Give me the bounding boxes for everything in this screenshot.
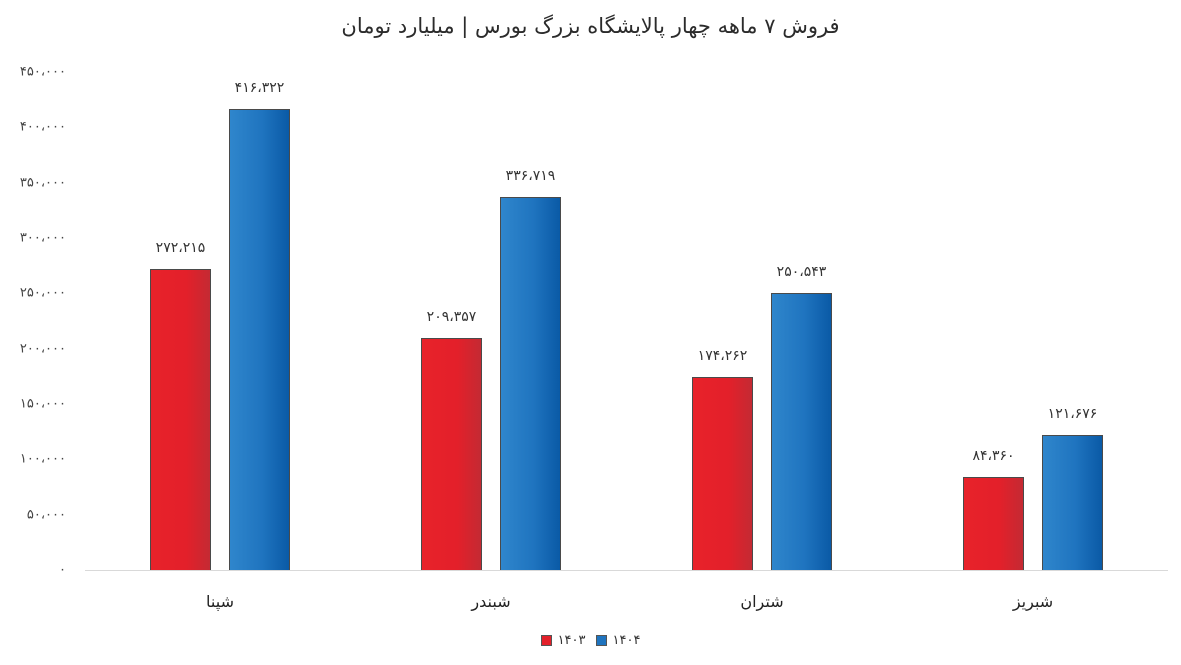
y-tick-label: ۰ [59, 562, 66, 578]
x-category-label: شبندر [471, 592, 511, 611]
y-tick-label: ۱۵۰،۰۰۰ [19, 396, 66, 412]
legend-item-1403[interactable]: ۱۴۰۳ [540, 633, 586, 648]
bar-0-1[interactable] [421, 338, 482, 570]
data-label: ۳۳۶،۷۱۹ [505, 168, 556, 185]
y-tick-label: ۳۰۰،۰۰۰ [19, 230, 66, 246]
data-label: ۱۲۱،۶۷۶ [1047, 406, 1098, 423]
data-label: ۴۱۶،۳۲۲ [234, 80, 285, 97]
bar-1-3[interactable] [1042, 435, 1103, 570]
data-label: ۲۵۰،۵۴۳ [776, 263, 827, 280]
legend-swatch-red [540, 635, 552, 646]
bar-0-3[interactable] [963, 476, 1024, 570]
x-category-label: شپنا [206, 592, 234, 611]
x-category-label: شبریز [1012, 592, 1054, 611]
bar-0-0[interactable] [150, 268, 211, 570]
legend-label: ۱۴۰۳ [557, 633, 586, 648]
data-label: ۱۷۴،۲۶۲ [697, 348, 748, 365]
y-tick-label: ۲۰۰،۰۰۰ [19, 341, 66, 357]
y-tick-label: ۵۰،۰۰۰ [26, 507, 66, 523]
legend-item-1404[interactable]: ۱۴۰۴ [595, 633, 641, 648]
x-axis-baseline [85, 570, 1168, 571]
data-label: ۸۴،۳۶۰ [972, 447, 1015, 464]
legend-swatch-blue [595, 635, 607, 646]
y-tick-label: ۴۰۰،۰۰۰ [19, 119, 66, 135]
x-category-label: شتران [740, 592, 784, 611]
y-tick-label: ۱۰۰،۰۰۰ [19, 451, 66, 467]
data-label: ۲۷۲،۲۱۵ [155, 239, 206, 256]
legend-label: ۱۴۰۴ [612, 633, 641, 648]
chart-title: فروش ۷ ماهه چهار پالایشگاه بزرگ بورس | م… [341, 14, 840, 38]
bar-1-0[interactable] [229, 109, 290, 570]
y-axis: ۴۵۰،۰۰۰ ۴۰۰،۰۰۰ ۳۵۰،۰۰۰ ۳۰۰،۰۰۰ ۲۵۰،۰۰۰ ۲۰۰،۰… [0, 0, 80, 665]
y-tick-label: ۴۵۰،۰۰۰ [19, 64, 66, 80]
legend: ۱۴۰۳ ۱۴۰۴ [0, 633, 1181, 648]
bar-0-2[interactable] [692, 377, 753, 570]
y-tick-label: ۲۵۰،۰۰۰ [19, 285, 66, 301]
data-label: ۲۰۹،۳۵۷ [426, 309, 477, 326]
y-tick-label: ۳۵۰،۰۰۰ [19, 175, 66, 191]
bar-1-2[interactable] [771, 292, 832, 570]
bar-1-1[interactable] [500, 197, 561, 570]
